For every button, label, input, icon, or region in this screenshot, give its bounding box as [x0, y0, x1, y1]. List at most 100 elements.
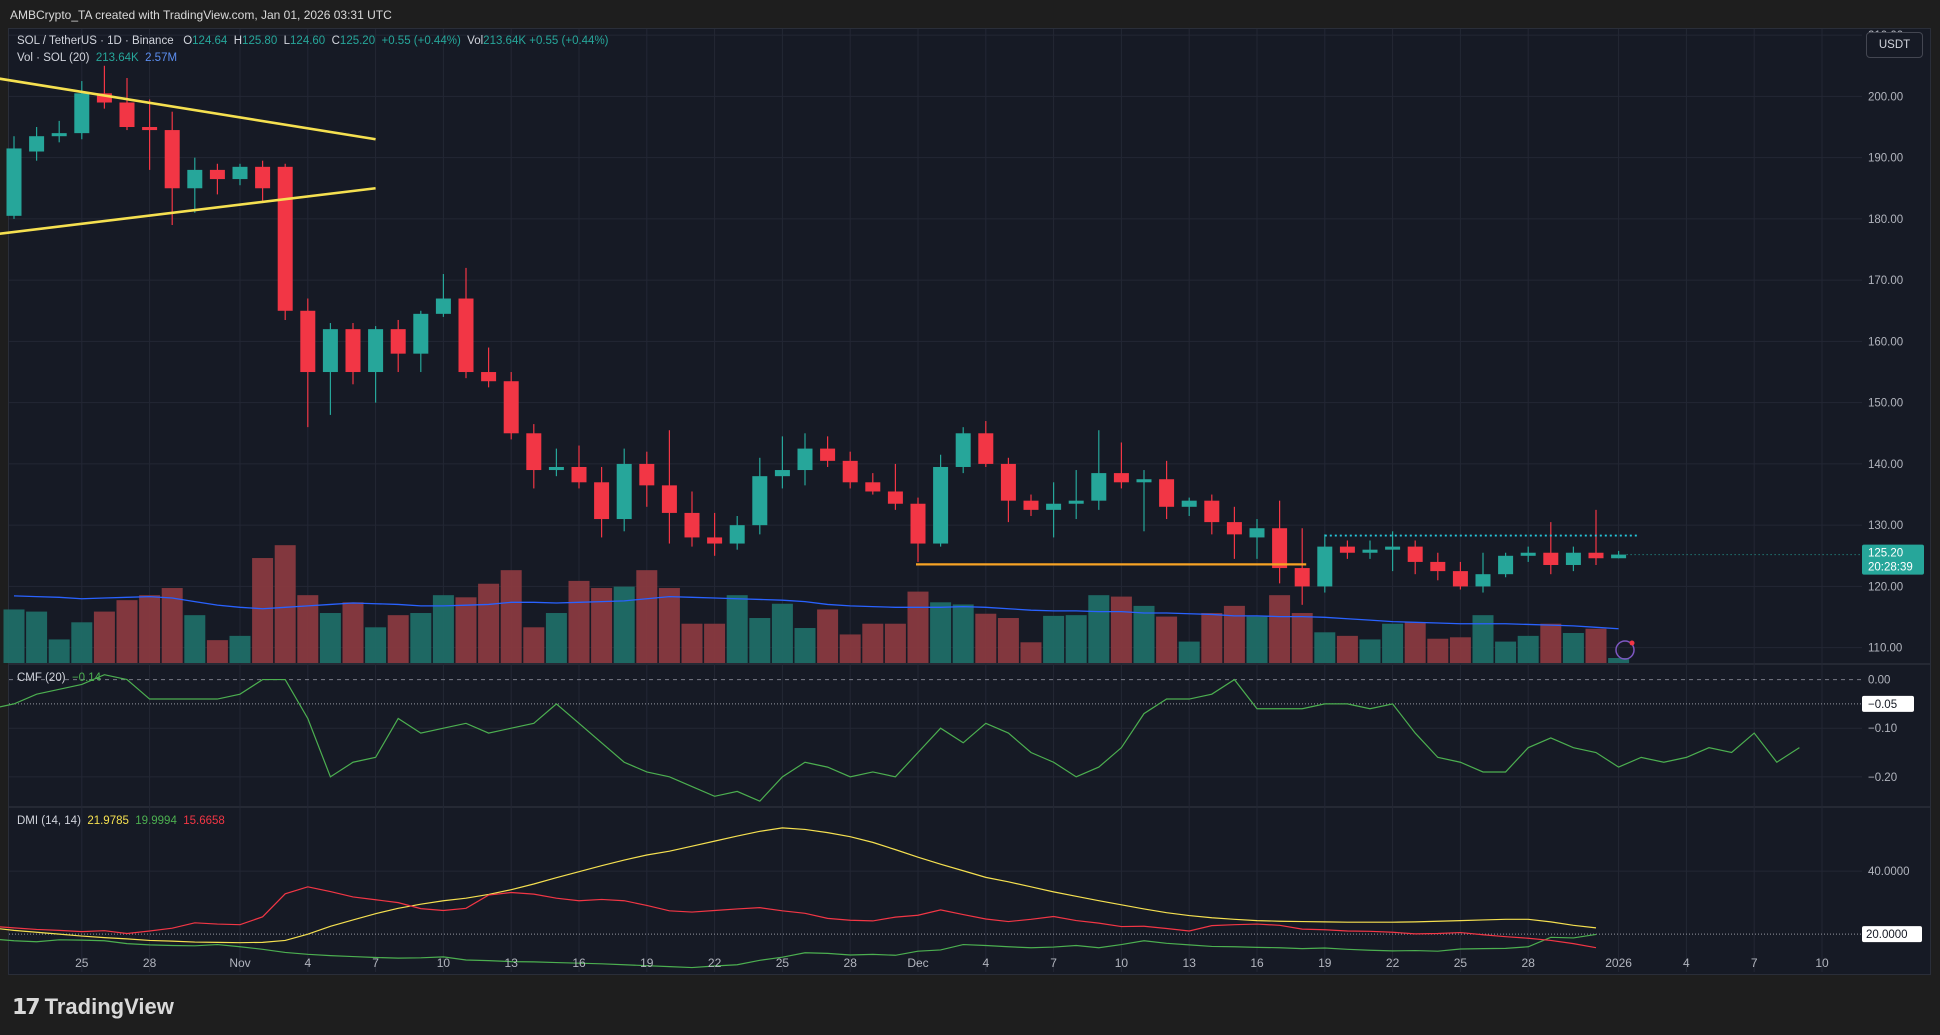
candle-body: [435, 298, 451, 314]
candle-body: [413, 313, 429, 354]
volume-bar: [1404, 622, 1426, 663]
candle-body: [255, 166, 271, 189]
x-tick-label: 10: [1115, 956, 1129, 970]
volume-bar: [500, 570, 522, 663]
volume-bar: [1088, 595, 1110, 663]
candle-body: [910, 503, 926, 544]
volume-bar: [545, 613, 567, 663]
legend-vol-value: 213.64K: [95, 52, 139, 64]
price-tag-timer: 20:28:39: [1868, 562, 1913, 574]
x-tick-label: 4: [1683, 956, 1690, 970]
candle-body: [933, 466, 949, 544]
candle-body: [503, 381, 519, 434]
candle-body: [1407, 546, 1423, 562]
volume-bar: [1382, 623, 1404, 663]
volume-bar: [1517, 635, 1539, 663]
candle-body: [481, 372, 497, 382]
volume-bar: [704, 623, 726, 663]
candle-body: [1046, 503, 1062, 510]
volume-bar: [1201, 613, 1223, 663]
volume-bar: [26, 611, 48, 663]
lower-trendline: [0, 186, 376, 235]
brand-name: TradingView: [44, 994, 174, 1019]
x-tick-label: 4: [982, 956, 989, 970]
volume-bar: [1020, 642, 1042, 663]
volume-bar: [1178, 641, 1200, 663]
candle-body: [1181, 500, 1197, 507]
alert-dot: [1629, 640, 1635, 646]
candle-body: [594, 482, 610, 520]
candle-body: [368, 329, 384, 373]
candle-body: [187, 169, 203, 189]
cmf-tick-label: −0.20: [1868, 772, 1897, 784]
legend-dmi-label: DMI (14, 14): [17, 815, 81, 827]
candle-body: [661, 485, 677, 513]
chart-frame[interactable]: [8, 28, 1931, 975]
candle-body: [74, 93, 90, 134]
volume-bar: [1449, 637, 1471, 663]
volume-bar: [907, 591, 929, 663]
candle-body: [6, 148, 22, 216]
candle-body: [1136, 479, 1152, 483]
legend-vol-change: +0.55 (+0.44%): [529, 35, 609, 47]
legend-vol: 213.64K: [483, 35, 527, 47]
candle-body: [526, 433, 542, 471]
candle-body: [842, 460, 858, 483]
legend-price: SOL / TetherUS · 1D · Binance O124.64 H1…: [17, 35, 609, 47]
x-tick-label: 7: [1751, 956, 1758, 970]
chart-caption: AMBCrypto_TA created with TradingView.co…: [10, 8, 392, 22]
volume-bar: [184, 615, 206, 663]
candle-body: [96, 93, 112, 103]
legend-o-label: O: [183, 35, 193, 47]
cmf-line: [0, 674, 1800, 802]
candle-body: [1385, 546, 1401, 550]
candle-body: [1113, 473, 1129, 483]
candle-body: [232, 166, 248, 180]
legend-cmf-label: CMF (20): [17, 672, 66, 684]
volume-bar: [568, 580, 590, 663]
candle-body: [458, 298, 474, 373]
volume-bar: [613, 586, 635, 663]
price-tag-box: [1862, 544, 1924, 575]
volume-bar: [523, 627, 545, 663]
volume-bar: [1472, 615, 1494, 663]
candle-body: [119, 102, 135, 128]
volume-bar: [297, 595, 319, 663]
candle-body: [1000, 463, 1016, 501]
volume-bar: [1562, 633, 1584, 663]
legend-close: 125.20: [339, 35, 376, 47]
volume-bar: [229, 635, 251, 663]
candle-body: [51, 133, 67, 137]
dmi-line-diminus: [0, 886, 1597, 949]
x-tick-label: 13: [1183, 956, 1197, 970]
annotations: [0, 77, 1639, 566]
y-tick-label: 150.00: [1868, 398, 1903, 410]
volume-bar: [681, 623, 703, 663]
tradingview-logo[interactable]: 𝟭𝟳 TradingView: [12, 994, 174, 1020]
legend-cmf-value: −0.14: [71, 672, 102, 684]
price-tags: 125.20 20:28:39 −0.05 20.0000: [1615, 544, 1924, 943]
volume-bar: [1427, 638, 1449, 663]
volume-bar: [342, 602, 364, 663]
x-tick-label: 7: [1050, 956, 1057, 970]
candle-body: [1272, 528, 1288, 569]
volume-bar: [591, 588, 613, 663]
x-tick-label: 28: [1522, 956, 1536, 970]
volume-bar: [1495, 641, 1517, 663]
candle-body: [820, 448, 836, 461]
x-tick-label: 28: [143, 956, 157, 970]
cmf-tag-value: −0.05: [1868, 699, 1897, 711]
volume-bar: [274, 545, 296, 663]
dmi-line-diplus: [0, 933, 1597, 969]
candle-body: [300, 310, 316, 373]
candle-body: [277, 166, 293, 311]
price-tag-value: 125.20: [1868, 548, 1903, 560]
y-tick-label: 190.00: [1868, 153, 1903, 165]
x-tick-label: 19: [1318, 956, 1332, 970]
candle-body: [797, 448, 813, 471]
legend-dmi-adx: 21.9785: [87, 815, 129, 827]
candle-body: [865, 482, 881, 492]
currency-button[interactable]: USDT: [1866, 32, 1923, 58]
volume-bar: [455, 597, 477, 663]
